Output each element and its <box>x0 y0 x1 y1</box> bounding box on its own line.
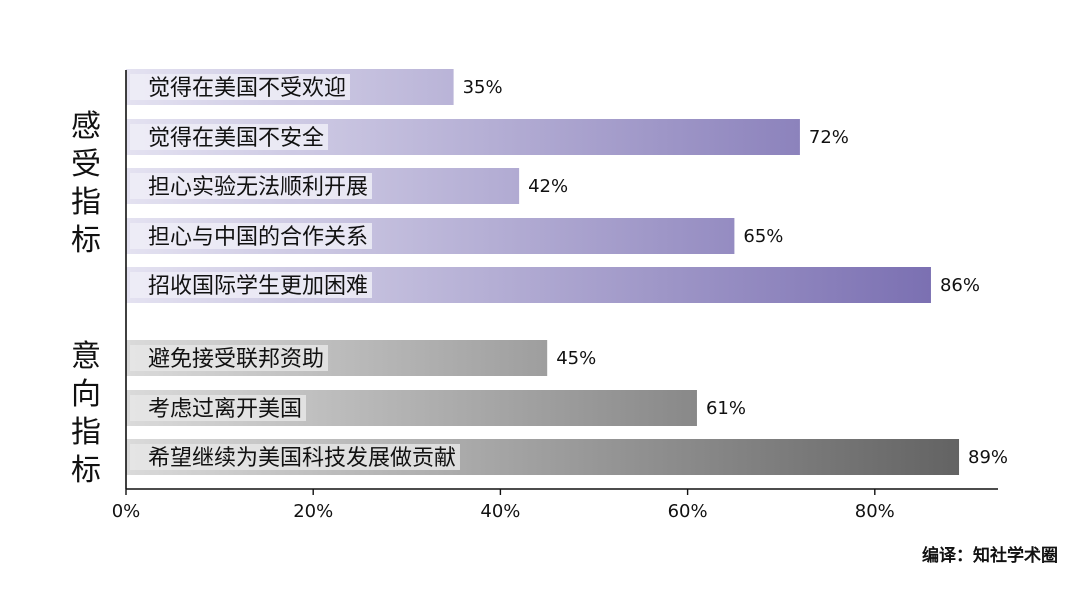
bar-value-label: 89% <box>968 447 1008 468</box>
bar-label-backing <box>130 124 328 150</box>
x-tick-label: 80% <box>855 501 895 522</box>
bar-category-label: 觉得在美国不安全 <box>148 126 324 151</box>
group-label-char: 感 <box>71 109 101 144</box>
group-label: 感受指标 <box>71 109 101 258</box>
bar-category-label: 担心与中国的合作关系 <box>148 225 368 250</box>
bar-category-label: 考虑过离开美国 <box>148 397 302 422</box>
x-tick-label: 60% <box>668 501 708 522</box>
bar-label-backing <box>130 74 350 100</box>
bar-value-label: 65% <box>743 226 783 247</box>
x-tick-label: 20% <box>293 501 333 522</box>
bar-category-label: 避免接受联邦资助 <box>148 347 324 372</box>
bar-value-label: 72% <box>809 127 849 148</box>
bar-label-backing <box>130 395 306 421</box>
group-label-char: 指 <box>71 185 101 220</box>
bar-value-label: 45% <box>556 348 596 369</box>
bar-label-backing <box>130 173 372 199</box>
bar-value-label: 35% <box>463 77 503 98</box>
group-label: 意向指标 <box>71 339 101 488</box>
credit-text: 编译：知社学术圈 <box>922 546 1058 566</box>
bar-value-label: 42% <box>528 176 568 197</box>
group-label-char: 向 <box>71 377 101 412</box>
bar-category-label: 招收国际学生更加困难 <box>148 274 368 299</box>
group-label-char: 受 <box>71 147 101 182</box>
bar-label-backing <box>130 272 372 298</box>
group-label-char: 标 <box>71 223 101 258</box>
bar-category-label: 担心实验无法顺利开展 <box>148 175 368 200</box>
bar-category-label: 希望继续为美国科技发展做贡献 <box>148 446 456 471</box>
bar-value-label: 61% <box>706 398 746 419</box>
group-label-char: 意 <box>71 339 101 374</box>
group-label-char: 标 <box>71 453 101 488</box>
x-tick-label: 40% <box>480 501 520 522</box>
bar-label-backing <box>130 345 328 371</box>
bar-label-backing <box>130 444 460 470</box>
bar-category-label: 觉得在美国不受欢迎 <box>148 76 346 101</box>
group-label-char: 指 <box>71 415 101 450</box>
bar-label-backing <box>130 223 372 249</box>
bar-value-label: 86% <box>940 275 980 296</box>
x-tick-label: 0% <box>112 501 141 522</box>
